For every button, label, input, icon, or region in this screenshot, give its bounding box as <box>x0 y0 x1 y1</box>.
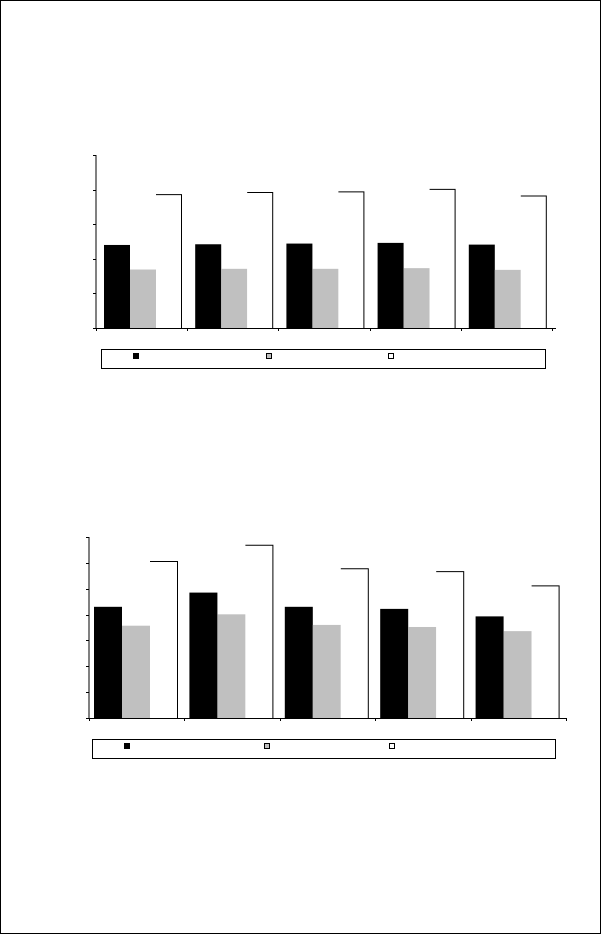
bar <box>150 561 178 718</box>
bar <box>130 269 156 328</box>
bar <box>531 585 560 718</box>
bar <box>338 191 365 328</box>
bar <box>403 268 430 328</box>
bar <box>312 268 339 328</box>
legend-swatch-series-1 <box>133 353 139 359</box>
bar <box>468 244 495 328</box>
bar <box>245 544 274 718</box>
bar <box>286 243 313 328</box>
legend-swatch-series-1 <box>124 743 130 749</box>
bar <box>503 631 532 718</box>
bar <box>94 606 122 718</box>
bar <box>408 626 437 718</box>
bar-outline <box>531 585 560 718</box>
bar <box>122 625 150 718</box>
bar <box>340 568 369 718</box>
bar <box>156 194 182 328</box>
bar <box>312 624 341 718</box>
bar <box>475 616 504 718</box>
bar <box>494 269 521 328</box>
bar-outline <box>338 191 365 328</box>
bar-outline <box>245 544 274 718</box>
legend-swatch-series-2 <box>264 743 270 749</box>
bar <box>284 606 313 718</box>
bar <box>221 268 248 328</box>
bar <box>377 242 404 328</box>
legend-swatch-series-3 <box>389 743 395 749</box>
bar <box>195 244 222 328</box>
bar-outline <box>156 194 182 328</box>
bar-outline <box>340 568 369 718</box>
legend-swatch-series-2 <box>266 353 272 359</box>
bar-outline <box>429 188 456 328</box>
bar <box>436 571 465 718</box>
bar-outline <box>520 195 547 328</box>
bar <box>520 195 547 328</box>
bar <box>380 608 409 718</box>
bar <box>429 188 456 328</box>
bar <box>104 244 130 328</box>
bar <box>189 592 218 718</box>
chart-1-legend <box>101 349 546 369</box>
legend-swatch-series-3 <box>388 353 394 359</box>
bar-outline <box>436 571 465 718</box>
bar-outline <box>150 561 178 718</box>
bar-outline <box>247 192 274 328</box>
chart-2-legend <box>92 739 556 759</box>
bar <box>247 192 274 328</box>
bar <box>217 614 246 718</box>
